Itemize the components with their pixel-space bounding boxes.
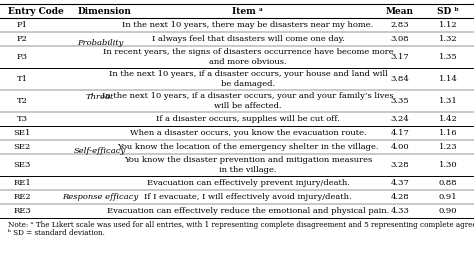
- Text: 1.23: 1.23: [439, 143, 457, 151]
- Text: 0.90: 0.90: [439, 207, 457, 215]
- Text: In the next 10 years, there may be disasters near my home.: In the next 10 years, there may be disas…: [122, 21, 374, 29]
- Text: T3: T3: [17, 115, 27, 123]
- Text: RE1: RE1: [13, 179, 31, 187]
- Text: 1.31: 1.31: [438, 97, 457, 105]
- Text: 3.08: 3.08: [391, 35, 410, 43]
- Text: SE3: SE3: [13, 161, 31, 169]
- Text: Self-efficacy: Self-efficacy: [74, 147, 126, 155]
- Text: 2.83: 2.83: [391, 21, 410, 29]
- Text: Response efficacy: Response efficacy: [62, 193, 138, 201]
- Text: P2: P2: [17, 35, 27, 43]
- Text: Dimension: Dimension: [78, 7, 132, 15]
- Text: 3.24: 3.24: [391, 115, 410, 123]
- Text: Threat: Threat: [86, 93, 114, 101]
- Text: In the next 10 years, if a disaster occurs, your house and land will
be damaged.: In the next 10 years, if a disaster occu…: [109, 70, 387, 88]
- Text: SD ᵇ: SD ᵇ: [437, 7, 459, 15]
- Text: 4.00: 4.00: [391, 143, 410, 151]
- Text: 1.30: 1.30: [439, 161, 457, 169]
- Text: Evacuation can effectively reduce the emotional and physical pain.: Evacuation can effectively reduce the em…: [107, 207, 389, 215]
- Text: When a disaster occurs, you know the evacuation route.: When a disaster occurs, you know the eva…: [130, 129, 366, 137]
- Text: If I evacuate, I will effectively avoid injury/death.: If I evacuate, I will effectively avoid …: [144, 193, 352, 201]
- Text: Entry Code: Entry Code: [8, 7, 64, 15]
- Text: 4.28: 4.28: [391, 193, 410, 201]
- Text: 1.12: 1.12: [439, 21, 457, 29]
- Text: Note: ᵃ The Likert scale was used for all entries, with 1 representing complete : Note: ᵃ The Likert scale was used for al…: [8, 221, 474, 229]
- Text: 4.33: 4.33: [391, 207, 410, 215]
- Text: T2: T2: [17, 97, 27, 105]
- Text: 1.42: 1.42: [438, 115, 457, 123]
- Text: Probability: Probability: [77, 39, 123, 47]
- Text: Evacuation can effectively prevent injury/death.: Evacuation can effectively prevent injur…: [146, 179, 349, 187]
- Text: 0.88: 0.88: [439, 179, 457, 187]
- Text: 1.32: 1.32: [439, 35, 457, 43]
- Text: 3.28: 3.28: [391, 161, 410, 169]
- Text: In the next 10 years, if a disaster occurs, your and your family’s lives
will be: In the next 10 years, if a disaster occu…: [102, 92, 394, 110]
- Text: 0.91: 0.91: [439, 193, 457, 201]
- Text: 1.16: 1.16: [439, 129, 457, 137]
- Text: 1.35: 1.35: [438, 53, 457, 61]
- Text: Item ᵃ: Item ᵃ: [233, 7, 264, 15]
- Text: ᵇ SD = standard deviation.: ᵇ SD = standard deviation.: [8, 229, 105, 237]
- Text: 4.17: 4.17: [391, 129, 410, 137]
- Text: T1: T1: [17, 75, 27, 83]
- Text: P3: P3: [17, 53, 27, 61]
- Text: 1.14: 1.14: [438, 75, 457, 83]
- Text: SE2: SE2: [13, 143, 31, 151]
- Text: RE2: RE2: [13, 193, 31, 201]
- Text: RE3: RE3: [13, 207, 31, 215]
- Text: P1: P1: [17, 21, 27, 29]
- Text: You know the location of the emergency shelter in the village.: You know the location of the emergency s…: [117, 143, 379, 151]
- Text: SE1: SE1: [13, 129, 31, 137]
- Text: 3.84: 3.84: [391, 75, 410, 83]
- Text: You know the disaster prevention and mitigation measures
in the village.: You know the disaster prevention and mit…: [124, 156, 372, 174]
- Text: I always feel that disasters will come one day.: I always feel that disasters will come o…: [152, 35, 345, 43]
- Text: If a disaster occurs, supplies will be cut off.: If a disaster occurs, supplies will be c…: [156, 115, 340, 123]
- Text: 4.37: 4.37: [391, 179, 410, 187]
- Text: In recent years, the signs of disasters occurrence have become more
and more obv: In recent years, the signs of disasters …: [103, 48, 393, 66]
- Text: 3.17: 3.17: [391, 53, 410, 61]
- Text: 3.35: 3.35: [391, 97, 410, 105]
- Text: Mean: Mean: [386, 7, 414, 15]
